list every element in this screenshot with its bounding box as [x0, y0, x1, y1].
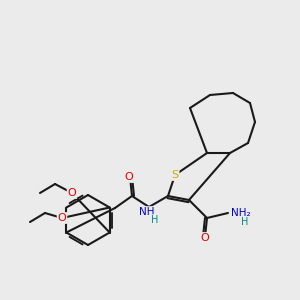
- Text: O: O: [201, 233, 209, 243]
- Text: S: S: [171, 170, 178, 180]
- Text: NH: NH: [139, 207, 155, 217]
- Text: NH₂: NH₂: [231, 208, 250, 218]
- Text: O: O: [68, 188, 76, 198]
- Text: O: O: [58, 213, 66, 223]
- Text: H: H: [241, 217, 249, 227]
- Text: H: H: [151, 215, 159, 225]
- Text: O: O: [124, 172, 134, 182]
